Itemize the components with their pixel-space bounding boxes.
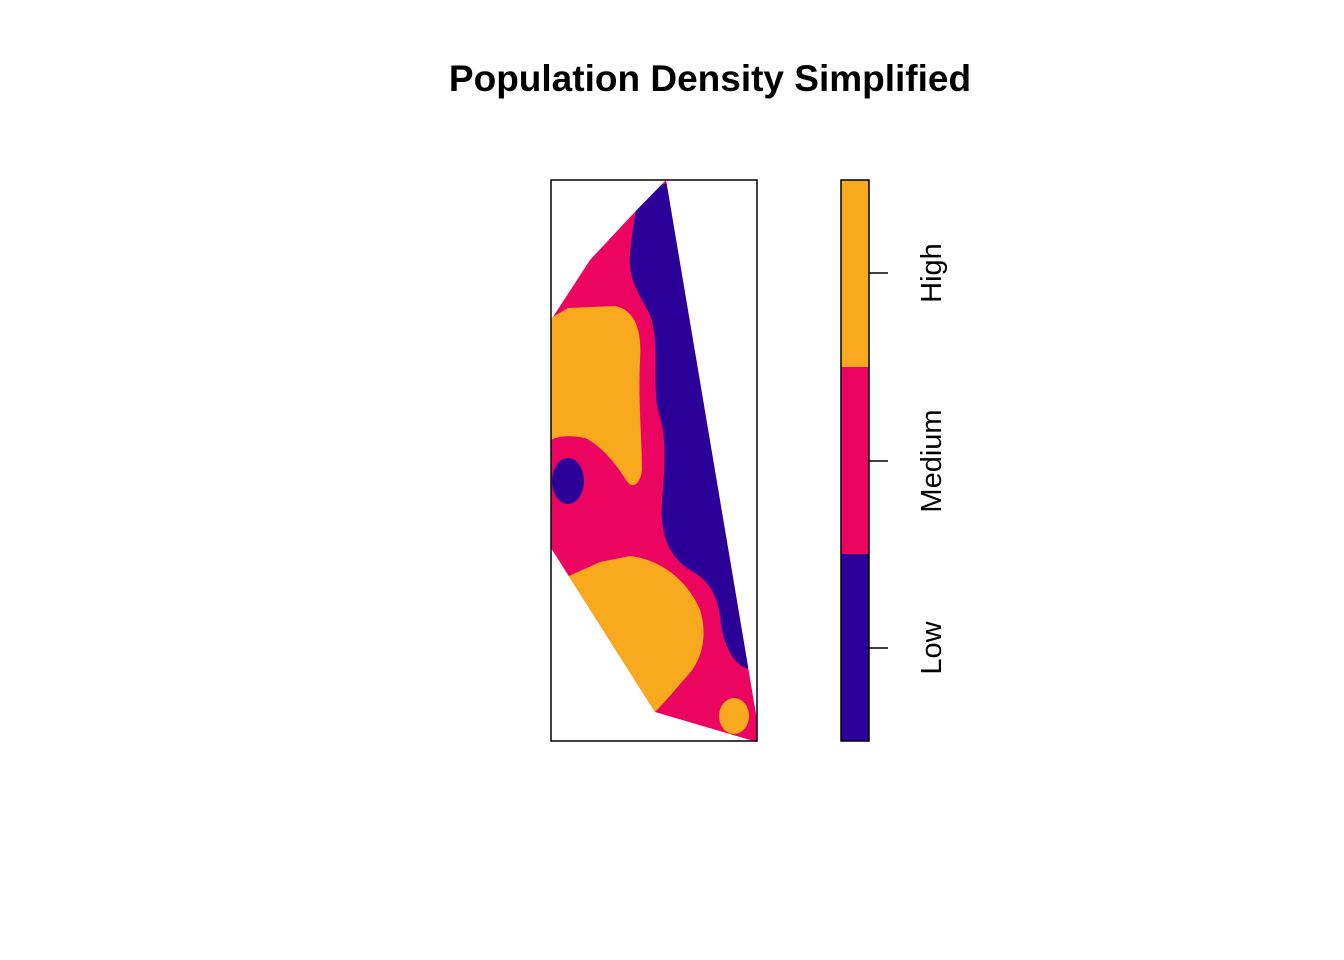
legend-colorbar (840, 179, 888, 742)
high-zone-southeast (719, 698, 749, 734)
legend-label-low: Low (916, 621, 948, 675)
map-title: Population Density Simplified (448, 58, 972, 99)
legend-label-high: High (916, 243, 948, 303)
legend-label-medium: Medium (916, 409, 948, 513)
legend-swatch-medium (841, 367, 869, 554)
high-zone-south (560, 556, 704, 712)
low-zone-west (552, 458, 584, 504)
density-raster (551, 180, 757, 742)
high-zone-north (551, 306, 642, 486)
legend-swatch-low (841, 554, 869, 741)
map-frame (550, 179, 758, 742)
legend-swatch-high (841, 180, 869, 367)
